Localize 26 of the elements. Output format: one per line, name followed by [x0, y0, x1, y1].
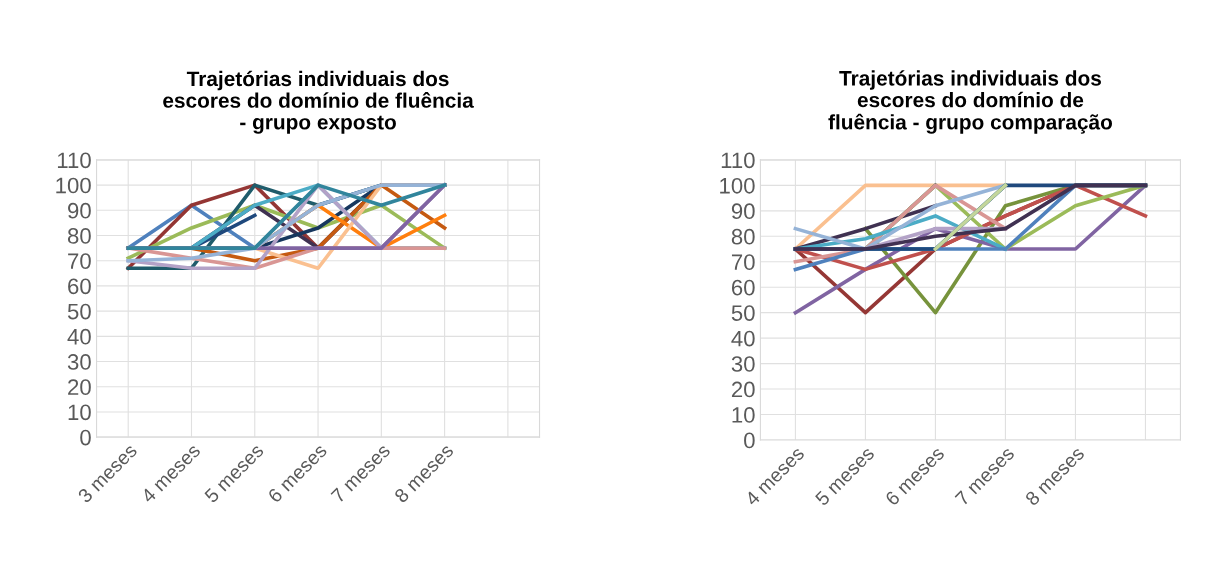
y-tick-label: 50 — [67, 303, 91, 320]
y-tick-label: 70 — [731, 254, 755, 271]
y-tick-label: 60 — [731, 279, 755, 296]
y-tick-label: 60 — [68, 278, 91, 295]
y-tick-label: 0 — [80, 429, 91, 446]
y-tick-label: 110 — [57, 152, 91, 169]
chart-title: Trajetórias individuais dos escores do domínio de fluência - grupo comparação — [828, 70, 1113, 134]
y-tick-label: 80 — [67, 228, 91, 244]
y-tick-label: 100 — [720, 177, 755, 194]
y-tick-label: 80 — [731, 228, 755, 245]
y-tick-label: 90 — [68, 202, 91, 219]
y-tick-label: 10 — [732, 407, 755, 423]
y-tick-label: 20 — [731, 381, 755, 398]
y-tick-label: 50 — [731, 305, 755, 321]
y-tick-label: 70 — [68, 253, 91, 269]
y-tick-label: 100 — [56, 177, 91, 194]
y-tick-label: 10 — [68, 404, 91, 421]
y-tick-label: 30 — [67, 354, 91, 370]
y-tick-label: 90 — [731, 203, 755, 220]
y-tick-label: 110 — [721, 152, 755, 169]
y-tick-label: 40 — [731, 330, 755, 347]
y-tick-label: 30 — [731, 356, 755, 372]
y-tick-label: 40 — [67, 328, 91, 345]
y-tick-label: 20 — [68, 379, 91, 396]
y-tick-label: 0 — [744, 432, 755, 449]
chart-title: Trajetórias individuais dos escores do domínio de fluência - grupo exposto — [163, 70, 474, 134]
